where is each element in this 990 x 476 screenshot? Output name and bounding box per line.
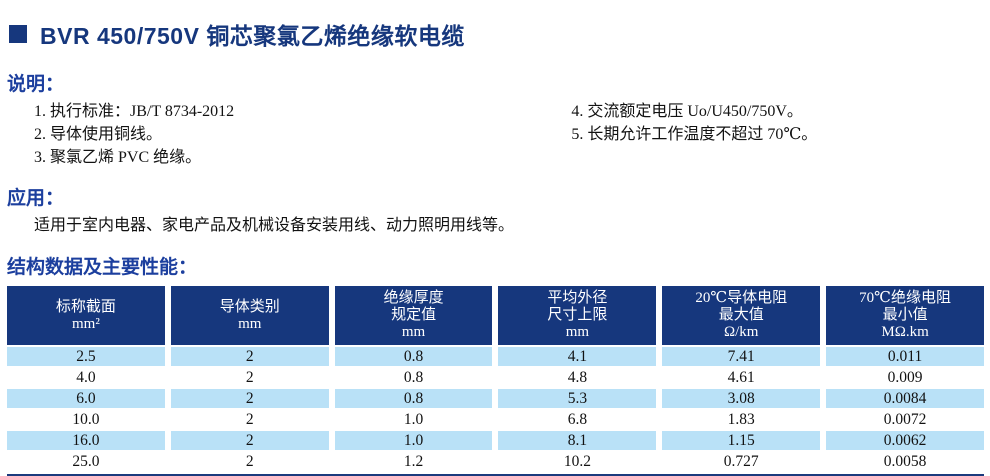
table-cell: 2 [170,431,329,450]
table-row: 25.0 2 1.2 10.2 0.727 0.0058 [7,452,984,471]
table-cell: 1.83 [662,410,821,429]
column-header-conductor-resistance: 20℃导体电阻 最大值 Ω/km [662,286,821,345]
column-header-insulation-resistance: 70℃绝缘电阻 最小值 MΩ.km [826,286,984,345]
description-item: 2. 导体使用铜线。 [34,126,163,143]
table-cell: 2 [170,389,329,408]
column-header-mean-outer-diameter: 平均外径 尺寸上限 mm [498,286,657,345]
table-row: 6.0 2 0.8 5.3 3.08 0.0084 [7,389,984,408]
spec-table-head: 标称截面 mm² 导体类别 mm 绝缘厚度 规定值 mm 平均外径 尺寸上限 m… [7,286,984,345]
description-heading: 说明： [7,74,65,95]
table-cell: 2 [170,452,329,471]
table-row: 2.5 2 0.8 4.1 7.41 0.011 [7,347,984,366]
page-title-row: BVR 450/750V 铜芯聚氯乙烯绝缘软电缆 [9,17,984,51]
table-cell: 4.1 [498,347,657,366]
description-column-left: 1. 执行标准：JB/T 8734-2012 2. 导体使用铜线。 3. 聚氯乙… [7,100,544,169]
table-cell: 0.0058 [826,452,984,471]
table-cell: 2 [170,368,329,387]
table-cell: 25.0 [7,452,165,471]
table-cell: 0.009 [826,368,984,387]
table-cell: 0.8 [334,368,493,387]
table-cell: 4.0 [7,368,165,387]
spec-table-body: 2.5 2 0.8 4.1 7.41 0.011 4.0 2 0.8 4.8 4… [7,347,984,471]
table-cell: 0.0072 [826,410,984,429]
table-cell: 7.41 [662,347,821,366]
table-cell: 1.0 [334,410,493,429]
description-section: 说明： 1. 执行标准：JB/T 8734-2012 2. 导体使用铜线。 3.… [7,73,984,169]
table-cell: 0.8 [334,389,493,408]
table-cell: 8.1 [498,431,657,450]
table-cell: 0.8 [334,347,493,366]
spec-table: 标称截面 mm² 导体类别 mm 绝缘厚度 规定值 mm 平均外径 尺寸上限 m… [1,284,990,473]
table-cell: 0.011 [826,347,984,366]
application-text: 适用于室内电器、家电产品及机械设备安装用线、动力照明用线等。 [34,217,515,234]
table-cell: 16.0 [7,431,165,450]
column-header-insulation-thickness: 绝缘厚度 规定值 mm [334,286,493,345]
table-cell: 0.727 [662,452,821,471]
title-square-bullet-icon [9,25,27,43]
application-section: 应用： 适用于室内电器、家电产品及机械设备安装用线、动力照明用线等。 [7,187,984,237]
application-heading: 应用： [7,188,65,209]
table-cell: 6.0 [7,389,165,408]
table-cell: 2.5 [7,347,165,366]
table-cell: 5.3 [498,389,657,408]
column-header-conductor-class: 导体类别 mm [170,286,329,345]
table-cell: 10.2 [498,452,657,471]
table-cell: 4.61 [662,368,821,387]
table-cell: 1.15 [662,431,821,450]
table-cell: 6.8 [498,410,657,429]
description-item: 3. 聚氯乙烯 PVC 绝缘。 [34,149,202,166]
table-cell: 1.0 [334,431,493,450]
table-cell: 2 [170,410,329,429]
table-row: 4.0 2 0.8 4.8 4.61 0.009 [7,368,984,387]
table-cell: 3.08 [662,389,821,408]
description-item: 1. 执行标准：JB/T 8734-2012 [34,103,235,120]
table-cell: 1.2 [334,452,493,471]
table-cell: 0.0084 [826,389,984,408]
column-header-nominal-section: 标称截面 mm² [7,286,165,345]
table-cell: 4.8 [498,368,657,387]
table-cell: 0.0062 [826,431,984,450]
table-row: 10.0 2 1.0 6.8 1.83 0.0072 [7,410,984,429]
table-cell: 10.0 [7,410,165,429]
header-row: 标称截面 mm² 导体类别 mm 绝缘厚度 规定值 mm 平均外径 尺寸上限 m… [7,286,984,345]
description-columns: 1. 执行标准：JB/T 8734-2012 2. 导体使用铜线。 3. 聚氯乙… [7,100,984,169]
spec-table-heading: 结构数据及主要性能： [7,257,198,278]
table-cell: 2 [170,347,329,366]
spec-table-section: 结构数据及主要性能： 标称截面 mm² 导体类别 mm 绝缘厚度 规定值 mm … [7,256,984,476]
description-item: 4. 交流额定电压 Uo/U450/750V。 [571,103,803,120]
description-column-right: 4. 交流额定电压 Uo/U450/750V。 5. 长期允许工作温度不超过 7… [544,100,984,169]
page-title: BVR 450/750V 铜芯聚氯乙烯绝缘软电缆 [40,23,465,49]
description-item: 5. 长期允许工作温度不超过 70℃。 [571,126,818,143]
table-row: 16.0 2 1.0 8.1 1.15 0.0062 [7,431,984,450]
